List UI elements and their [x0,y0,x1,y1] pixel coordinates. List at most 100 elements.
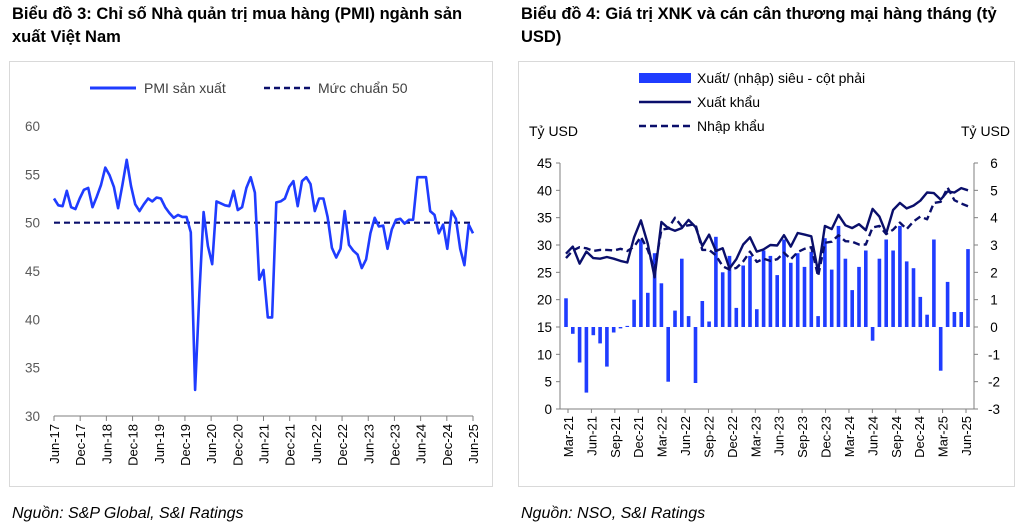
y-tick-label: 50 [25,216,40,231]
trade-balance-bar [802,266,807,327]
trade-balance-bar [891,250,895,327]
trade-balance-bar [836,225,841,327]
trade-balance-bar [598,327,602,344]
trade-balance-bar [611,327,616,333]
chart-4-title: Biểu đồ 4: Giá trị XNK và cán cân thương… [521,5,997,46]
trade-balance-bar [925,314,929,327]
x-tick-label: Jun-22 [678,416,693,456]
x-tick-label: Sep-23 [795,416,810,458]
trade-balance-bar [782,239,786,327]
x-tick-label: Jun-25 [959,416,974,456]
trade-balance-bar [734,307,739,327]
export-series-line [565,186,969,279]
import-series-line [565,186,969,278]
trade-balance-bar [693,327,698,383]
left-y-tick-label: 45 [537,156,552,171]
legend-label-import: Nhập khẩu [697,118,765,134]
trade-balance-bar [877,258,882,327]
trade-balance-bar [584,327,589,393]
y-tick-label: 60 [25,119,40,134]
x-tick-label: Jun-25 [466,424,481,464]
chart-3-title: Biểu đồ 3: Chỉ số Nhà quản trị mua hàng … [12,5,463,46]
legend-label-pmi: PMI sản xuất [144,80,226,96]
x-tick-label: Jun-21 [584,416,599,456]
x-tick-label: Jun-24 [865,416,880,456]
trade-balance-bar [870,327,875,341]
x-tick-label: Sep-22 [701,416,716,458]
trade-balance-bar [761,250,766,327]
trade-balance-bar [686,316,691,327]
right-y-tick-label: 6 [990,156,998,171]
x-tick-label: Dec-22 [335,424,350,466]
left-y-axis-title: Tỷ USD [529,123,578,139]
trade-balance-bar [911,268,916,327]
left-y-tick-label: 20 [537,293,552,308]
x-tick-label: Mar-25 [936,416,951,457]
y-tick-label: 30 [25,409,40,424]
right-y-tick-label: 5 [990,183,998,198]
trade-balance-bar [952,312,957,327]
trade-balance-bar [564,298,568,327]
left-y-tick-label: 5 [544,375,552,390]
x-tick-label: Dec-24 [440,424,455,466]
trade-balance-bar [823,238,827,327]
trade-balance-bar [864,250,868,327]
trade-balance-bar [755,309,759,327]
trade-balance-bar [748,255,752,327]
x-tick-label: Jun-20 [204,424,219,464]
trade-balance-bar [959,312,963,327]
trade-balance-bar [904,261,909,327]
trade-balance-bar [829,269,834,327]
y-tick-label: 45 [25,264,40,279]
right-y-tick-label: -2 [988,375,1000,390]
trade-balance-bar [789,262,793,327]
left-y-tick-label: 10 [537,347,552,362]
trade-balance-bar [741,265,745,327]
right-y-tick-label: 0 [990,320,998,335]
pmi-chart: 30 35 40 45 50 55 60 Jun-17 Dec-17 Jun-18 Dec-18 Ju… [25,80,481,466]
left-y-tick-label: 30 [537,238,552,253]
right-y-tick-label: -3 [988,402,1000,417]
trade-balance-bar [850,290,854,327]
trade-balance-bar [618,327,623,329]
trade-balance-bar [625,325,630,327]
x-tick-label: Dec-20 [230,424,245,466]
x-tick-label: Dec-21 [631,416,646,458]
y-tick-label: 35 [25,361,40,376]
legend-label-export: Xuất khẩu [697,94,760,110]
trade-balance-bar [809,251,814,327]
trade-balance-bar [727,255,732,327]
x-tick-label: Dec-18 [126,424,141,466]
trade-balance-bar [591,327,596,336]
x-tick-label: Mar-21 [561,416,576,457]
trade-balance-bar [700,301,705,327]
chart-3-source: Nguồn: S&P Global, S&I Ratings [12,505,244,522]
x-tick-label: Jun-23 [361,424,376,464]
trade-balance-bar [707,321,711,327]
x-tick-label: Dec-17 [73,424,88,466]
trade-balance-bar [673,310,677,327]
x-tick-label: Sep-24 [889,416,904,458]
trade-balance-bar [680,258,684,327]
legend-swatch-balance [639,73,691,83]
trade-balance-bar [659,283,664,327]
y-tick-label: 55 [25,167,40,182]
right-y-axis-title: Tỷ USD [961,123,1010,139]
x-tick-label: Jun-17 [47,424,62,464]
trade-balance-bar [884,239,888,327]
x-tick-label: Mar-22 [655,416,670,457]
right-y-tick-label: 2 [990,265,998,280]
x-tick-label: Dec-23 [819,416,834,458]
pmi-series-line [52,158,475,392]
x-tick-label: Jun-19 [152,424,167,464]
y-tick-label: 40 [25,312,40,327]
trade-balance-bar [666,327,670,382]
right-y-tick-label: 4 [990,211,998,226]
x-tick-label: Dec-23 [387,424,402,466]
trade-balance-bar [843,258,848,327]
x-tick-label: Mar-24 [842,416,857,457]
trade-balance-bar [652,253,657,327]
trade-chart-frame: 0 5 10 15 20 25 30 35 40 45 -3 -2 -1 0 1 2 3 4 5 6 Tỷ USD Tỷ … [518,61,1015,487]
trade-balance-bar [577,327,582,363]
trade-balance-bar [932,239,936,327]
